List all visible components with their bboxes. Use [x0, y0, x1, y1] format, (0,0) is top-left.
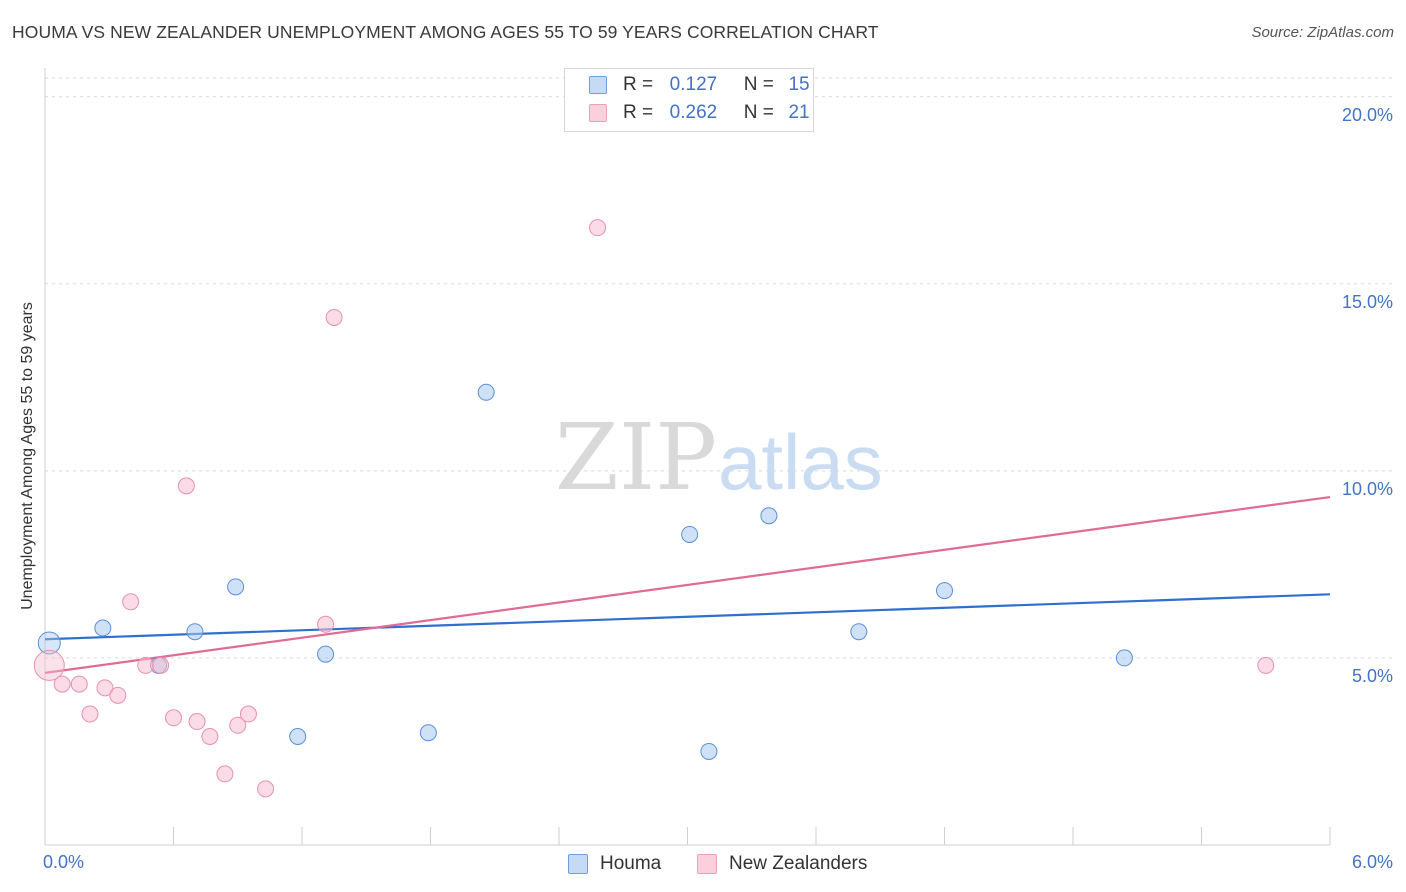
- data-point-nz: [1257, 656, 1275, 674]
- y-tick-label: 10.0%: [1341, 478, 1393, 499]
- data-point-houma: [850, 623, 868, 641]
- y-axis-title: Unemployment Among Ages 55 to 59 years: [19, 302, 36, 610]
- data-point-houma: [289, 727, 307, 745]
- data-point-nz: [165, 709, 182, 727]
- x-tick-label: 0.0%: [43, 852, 85, 872]
- watermark-zip: ZIP: [555, 404, 717, 511]
- data-point-houma: [936, 582, 953, 600]
- trend-line-houma: [44, 593, 1331, 641]
- legend-houma-r-value: 0.127: [669, 74, 718, 95]
- gridlines: [45, 77, 1393, 659]
- data-point-nz: [70, 675, 88, 693]
- watermark-atlas: atlas: [718, 418, 883, 506]
- data-point-nz: [109, 686, 127, 704]
- data-point-nz: [177, 477, 195, 495]
- data-point-nz: [188, 713, 206, 731]
- data-point-houma: [186, 623, 204, 641]
- legend-nz-r-value: 0.262: [669, 102, 718, 123]
- data-point-nz: [589, 219, 607, 237]
- data-points: [33, 219, 1275, 798]
- data-point-nz: [229, 716, 247, 734]
- data-point-nz: [239, 705, 257, 723]
- legend-swatch-houma: [589, 76, 607, 94]
- bottom-legend-label-houma: Houma: [600, 853, 662, 874]
- data-point-nz: [33, 649, 65, 681]
- data-point-nz: [96, 679, 114, 697]
- y-tick-label: 15.0%: [1341, 291, 1393, 312]
- data-point-nz: [81, 705, 99, 723]
- bottom-legend-label-nz: New Zealanders: [729, 853, 868, 874]
- data-point-nz: [201, 727, 219, 745]
- legend-nz-n-label: N =: [743, 102, 774, 123]
- axes: [44, 68, 1331, 846]
- data-point-nz: [257, 780, 275, 798]
- y-tick-label: 20.0%: [1341, 104, 1393, 125]
- data-point-houma: [37, 631, 61, 655]
- data-point-houma: [419, 724, 437, 742]
- bottom-legend-swatch-houma: [568, 854, 588, 874]
- data-point-nz: [317, 615, 335, 633]
- legend-houma-n-label: N =: [743, 74, 774, 95]
- bottom-legend-swatch-nz: [697, 854, 717, 874]
- data-point-houma: [1115, 649, 1133, 667]
- data-point-nz: [325, 308, 343, 326]
- legend-swatch-nz: [589, 104, 607, 122]
- data-point-houma: [227, 578, 245, 596]
- data-point-houma: [477, 383, 495, 401]
- data-point-houma: [760, 507, 778, 525]
- y-tick-label: 5.0%: [1351, 665, 1393, 686]
- data-point-nz: [137, 656, 155, 674]
- legend-nz-n-value: 21: [788, 102, 810, 123]
- legend: R = 0.127 N = 15 R = 0.262 N = 21: [564, 68, 814, 132]
- data-point-houma: [700, 742, 718, 760]
- trend-lines: [44, 495, 1331, 674]
- watermark: ZIP atlas: [555, 404, 883, 511]
- legend-houma-n-value: 15: [788, 74, 810, 95]
- data-point-nz: [216, 765, 234, 783]
- data-point-nz: [122, 593, 140, 611]
- data-point-houma: [317, 645, 335, 663]
- chart-title: HOUMA VS NEW ZEALANDER UNEMPLOYMENT AMON…: [12, 22, 879, 42]
- data-point-nz: [152, 656, 170, 674]
- source-credit: Source: ZipAtlas.com: [1251, 24, 1394, 41]
- legend-nz-r-label: R =: [623, 102, 654, 123]
- data-point-houma: [94, 619, 112, 637]
- legend-houma-r-label: R =: [623, 74, 654, 95]
- x-tick-label: 6.0%: [1351, 852, 1393, 872]
- data-point-nz: [53, 675, 71, 693]
- data-point-houma: [681, 525, 699, 543]
- trend-line-nz: [44, 495, 1331, 674]
